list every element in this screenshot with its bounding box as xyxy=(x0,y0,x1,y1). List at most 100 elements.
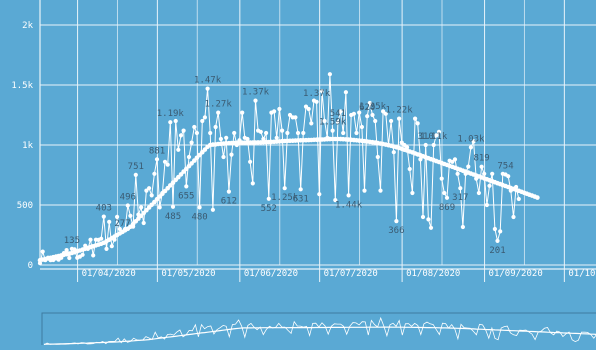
daily-point[interactable] xyxy=(338,109,343,114)
daily-point[interactable] xyxy=(407,166,412,172)
daily-point[interactable] xyxy=(240,110,245,115)
daily-point[interactable] xyxy=(91,253,96,258)
daily-point[interactable] xyxy=(149,193,154,198)
daily-point[interactable] xyxy=(80,252,85,257)
daily-point[interactable] xyxy=(139,205,144,210)
daily-point[interactable] xyxy=(133,172,138,177)
daily-point[interactable] xyxy=(383,111,388,116)
daily-point[interactable] xyxy=(104,246,109,251)
daily-point[interactable] xyxy=(208,130,213,136)
daily-point[interactable] xyxy=(484,202,489,208)
daily-point[interactable] xyxy=(479,164,484,169)
daily-point[interactable] xyxy=(357,110,362,115)
daily-point[interactable] xyxy=(487,183,492,188)
daily-point[interactable] xyxy=(101,214,106,219)
daily-point[interactable] xyxy=(431,142,436,148)
daily-point[interactable] xyxy=(197,205,202,210)
daily-point[interactable] xyxy=(333,198,338,203)
daily-point[interactable] xyxy=(492,226,497,232)
daily-point[interactable] xyxy=(280,128,285,133)
daily-point[interactable] xyxy=(362,188,367,193)
daily-point[interactable] xyxy=(261,136,266,142)
daily-point[interactable] xyxy=(184,184,189,189)
daily-point[interactable] xyxy=(434,133,439,138)
daily-point[interactable] xyxy=(370,112,375,118)
daily-point[interactable] xyxy=(295,130,301,136)
daily-point[interactable] xyxy=(450,159,455,164)
daily-point[interactable] xyxy=(327,72,332,77)
daily-point[interactable] xyxy=(226,189,231,194)
daily-point[interactable] xyxy=(428,225,434,230)
daily-point[interactable] xyxy=(391,150,396,155)
daily-point[interactable] xyxy=(426,217,431,222)
daily-point[interactable] xyxy=(460,224,465,230)
daily-point[interactable] xyxy=(229,152,234,157)
daily-point[interactable] xyxy=(165,162,170,167)
daily-point[interactable] xyxy=(266,196,271,201)
daily-point[interactable] xyxy=(482,171,487,176)
daily-point[interactable] xyxy=(232,130,237,136)
daily-point[interactable] xyxy=(436,129,442,134)
daily-point[interactable] xyxy=(285,130,290,136)
daily-point[interactable] xyxy=(162,159,168,164)
daily-point[interactable] xyxy=(444,195,450,200)
daily-point[interactable] xyxy=(420,214,426,220)
daily-point[interactable] xyxy=(109,244,114,249)
daily-point[interactable] xyxy=(346,193,351,198)
daily-point[interactable] xyxy=(64,248,69,253)
daily-point[interactable] xyxy=(154,157,160,162)
daily-point[interactable] xyxy=(319,88,325,94)
daily-point[interactable] xyxy=(378,188,383,193)
daily-point[interactable] xyxy=(458,186,463,191)
daily-point[interactable] xyxy=(415,121,420,126)
daily-point[interactable] xyxy=(301,130,306,136)
daily-point[interactable] xyxy=(176,147,181,152)
daily-point[interactable] xyxy=(144,188,149,193)
daily-point[interactable] xyxy=(309,121,314,126)
daily-point[interactable] xyxy=(186,154,192,160)
daily-point[interactable] xyxy=(322,118,327,124)
daily-point[interactable] xyxy=(128,213,133,218)
daily-point[interactable] xyxy=(258,129,263,134)
daily-point[interactable] xyxy=(365,114,370,119)
daily-point[interactable] xyxy=(125,203,130,208)
daily-point[interactable] xyxy=(157,205,162,210)
daily-point[interactable] xyxy=(210,207,215,212)
daily-point[interactable] xyxy=(317,192,322,197)
daily-point[interactable] xyxy=(178,133,184,138)
daily-point[interactable] xyxy=(490,171,495,176)
daily-point[interactable] xyxy=(354,130,359,136)
daily-point[interactable] xyxy=(216,110,221,115)
daily-point[interactable] xyxy=(306,106,311,112)
daily-point[interactable] xyxy=(341,130,346,136)
daily-point[interactable] xyxy=(181,128,186,133)
daily-point[interactable] xyxy=(117,226,122,232)
navigator-frame[interactable] xyxy=(41,312,596,350)
daily-point[interactable] xyxy=(218,136,223,142)
range-navigator[interactable] xyxy=(41,312,596,350)
daily-point[interactable] xyxy=(375,154,380,160)
daily-point[interactable] xyxy=(293,115,298,120)
daily-point[interactable] xyxy=(442,190,447,196)
daily-point[interactable] xyxy=(498,229,503,234)
daily-point[interactable] xyxy=(173,118,178,124)
daily-point[interactable] xyxy=(468,145,473,150)
daily-point[interactable] xyxy=(245,136,250,142)
daily-point[interactable] xyxy=(298,187,303,192)
daily-point[interactable] xyxy=(221,154,226,160)
daily-point[interactable] xyxy=(452,157,458,162)
daily-point[interactable] xyxy=(99,236,104,241)
daily-point[interactable] xyxy=(351,111,356,116)
daily-point[interactable] xyxy=(359,124,364,130)
daily-point[interactable] xyxy=(277,106,282,112)
daily-point[interactable] xyxy=(314,99,319,104)
daily-point[interactable] xyxy=(397,116,402,121)
daily-point[interactable] xyxy=(282,186,287,191)
daily-point[interactable] xyxy=(170,204,176,209)
daily-point[interactable] xyxy=(194,130,199,136)
daily-point[interactable] xyxy=(272,109,277,114)
daily-point[interactable] xyxy=(250,181,255,186)
daily-point[interactable] xyxy=(418,157,423,162)
daily-point[interactable] xyxy=(476,190,481,196)
daily-point[interactable] xyxy=(343,90,348,95)
